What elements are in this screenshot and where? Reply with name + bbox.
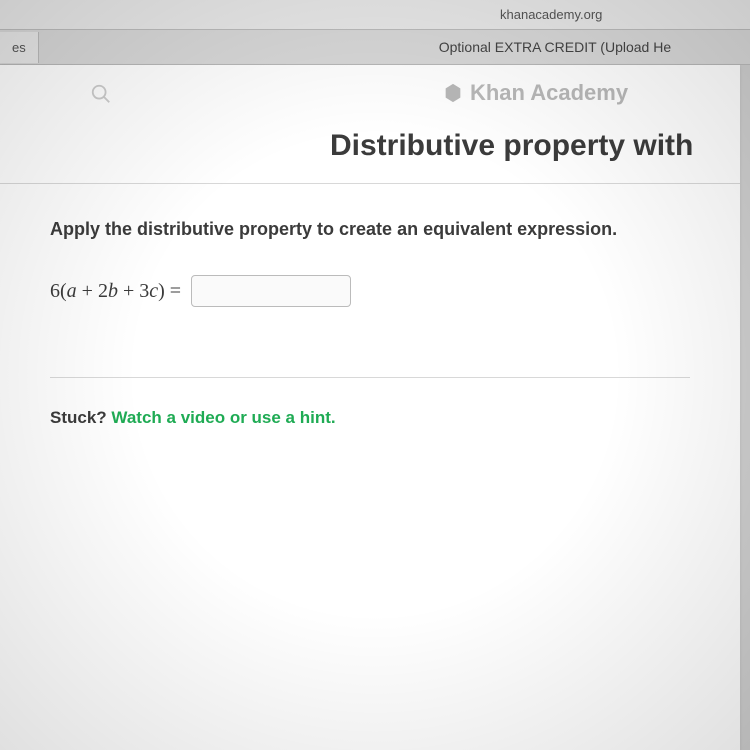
url-fragment: khanacademy.org bbox=[500, 7, 602, 22]
search-icon[interactable] bbox=[90, 83, 112, 111]
hint-link[interactable]: Watch a video or use a hint. bbox=[111, 408, 335, 427]
site-name-text: Khan Academy bbox=[470, 80, 628, 106]
var-a: a bbox=[67, 280, 77, 302]
tab-title[interactable]: Optional EXTRA CREDIT (Upload He bbox=[439, 39, 671, 55]
expr-plus2: + 3 bbox=[118, 280, 149, 302]
answer-input[interactable] bbox=[191, 275, 351, 307]
tab-left-fragment: es bbox=[0, 32, 39, 63]
page-header: Khan Academy Distributive property with bbox=[0, 65, 740, 163]
stuck-label: Stuck? bbox=[50, 408, 107, 427]
expr-prefix: 6( bbox=[50, 280, 67, 302]
stuck-row: Stuck? Watch a video or use a hint. bbox=[50, 408, 690, 428]
page-title: Distributive property with bbox=[0, 129, 740, 163]
page-content: Khan Academy Distributive property with … bbox=[0, 65, 740, 750]
browser-url-bar: khanacademy.org bbox=[0, 0, 750, 30]
math-expression: 6(a + 2b + 3c) = bbox=[50, 280, 181, 303]
hint-divider bbox=[50, 377, 690, 378]
expression-row: 6(a + 2b + 3c) = bbox=[50, 275, 690, 307]
khan-leaf-icon bbox=[442, 82, 464, 104]
site-logo[interactable]: Khan Academy bbox=[442, 80, 628, 106]
problem-instruction: Apply the distributive property to creat… bbox=[50, 219, 690, 240]
problem-area: Apply the distributive property to creat… bbox=[0, 184, 740, 463]
expr-plus1: + 2 bbox=[77, 280, 108, 302]
var-b: b bbox=[108, 280, 118, 302]
tab-bar: es Optional EXTRA CREDIT (Upload He bbox=[0, 30, 750, 65]
expr-suffix: ) = bbox=[158, 280, 181, 302]
var-c: c bbox=[149, 280, 158, 302]
